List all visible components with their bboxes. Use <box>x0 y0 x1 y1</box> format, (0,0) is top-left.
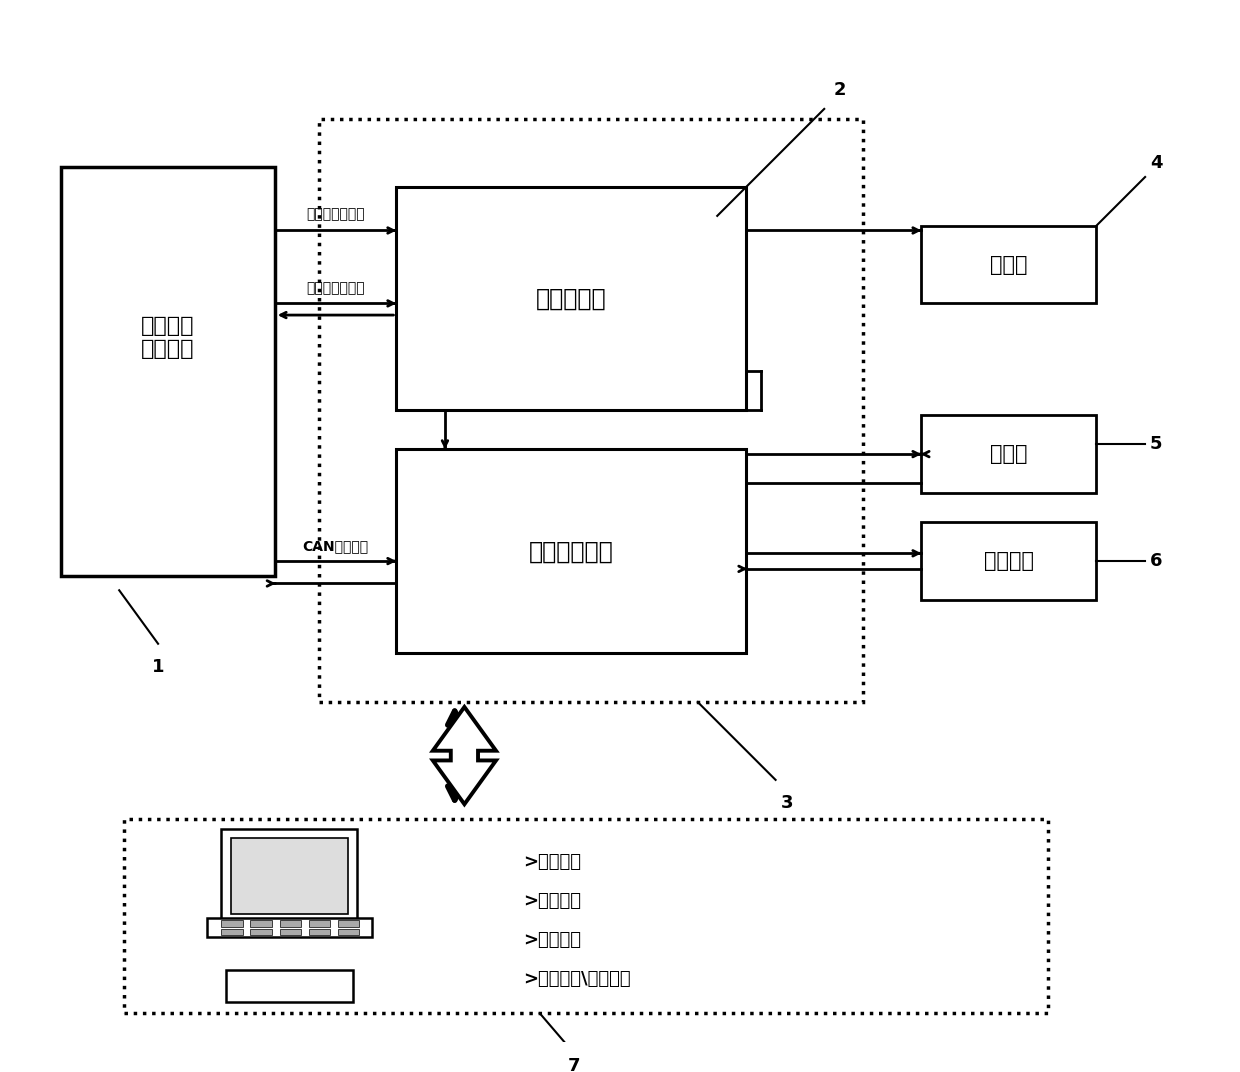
Text: 7: 7 <box>568 1057 580 1072</box>
FancyBboxPatch shape <box>221 928 243 936</box>
Text: 执行器控制信号: 执行器控制信号 <box>306 207 365 221</box>
FancyBboxPatch shape <box>280 928 301 936</box>
Text: 待测电子
控制单元: 待测电子 控制单元 <box>141 316 195 359</box>
Bar <box>319 119 863 702</box>
FancyBboxPatch shape <box>397 449 746 654</box>
FancyBboxPatch shape <box>231 838 347 914</box>
FancyBboxPatch shape <box>250 928 272 936</box>
Text: 快速原型设备: 快速原型设备 <box>529 539 614 564</box>
Text: 执行器: 执行器 <box>991 254 1028 274</box>
FancyBboxPatch shape <box>921 415 1096 493</box>
FancyBboxPatch shape <box>921 522 1096 600</box>
FancyBboxPatch shape <box>339 928 360 936</box>
Text: 传感器输入信号: 传感器输入信号 <box>306 282 365 296</box>
Text: 4: 4 <box>1149 154 1162 173</box>
Text: >模型编译: >模型编译 <box>523 892 580 910</box>
FancyBboxPatch shape <box>207 918 372 937</box>
FancyBboxPatch shape <box>309 920 330 926</box>
FancyBboxPatch shape <box>221 920 243 926</box>
Text: 1: 1 <box>151 658 165 676</box>
Text: 5: 5 <box>1149 435 1162 453</box>
Text: 总线网络: 总线网络 <box>985 551 1034 571</box>
FancyBboxPatch shape <box>280 920 301 926</box>
FancyBboxPatch shape <box>221 829 357 921</box>
Text: 故障注入箱: 故障注入箱 <box>536 286 606 311</box>
Text: >测试过程\结果监控: >测试过程\结果监控 <box>523 969 630 987</box>
FancyBboxPatch shape <box>309 928 330 936</box>
FancyBboxPatch shape <box>921 225 1096 303</box>
Bar <box>124 819 1048 1013</box>
Text: 6: 6 <box>1149 552 1162 570</box>
Text: CAN通信信号: CAN通信信号 <box>303 539 368 553</box>
FancyBboxPatch shape <box>397 187 746 411</box>
Text: 3: 3 <box>780 794 792 813</box>
FancyBboxPatch shape <box>61 167 275 576</box>
FancyBboxPatch shape <box>339 920 360 926</box>
Text: 2: 2 <box>835 81 847 100</box>
Text: >模型搭建: >模型搭建 <box>523 853 580 870</box>
Text: 上位机: 上位机 <box>272 977 308 996</box>
FancyBboxPatch shape <box>226 970 352 1001</box>
Text: 传感器: 传感器 <box>991 444 1028 464</box>
Polygon shape <box>433 706 496 804</box>
Text: >实时修改: >实时修改 <box>523 930 580 949</box>
FancyBboxPatch shape <box>250 920 272 926</box>
